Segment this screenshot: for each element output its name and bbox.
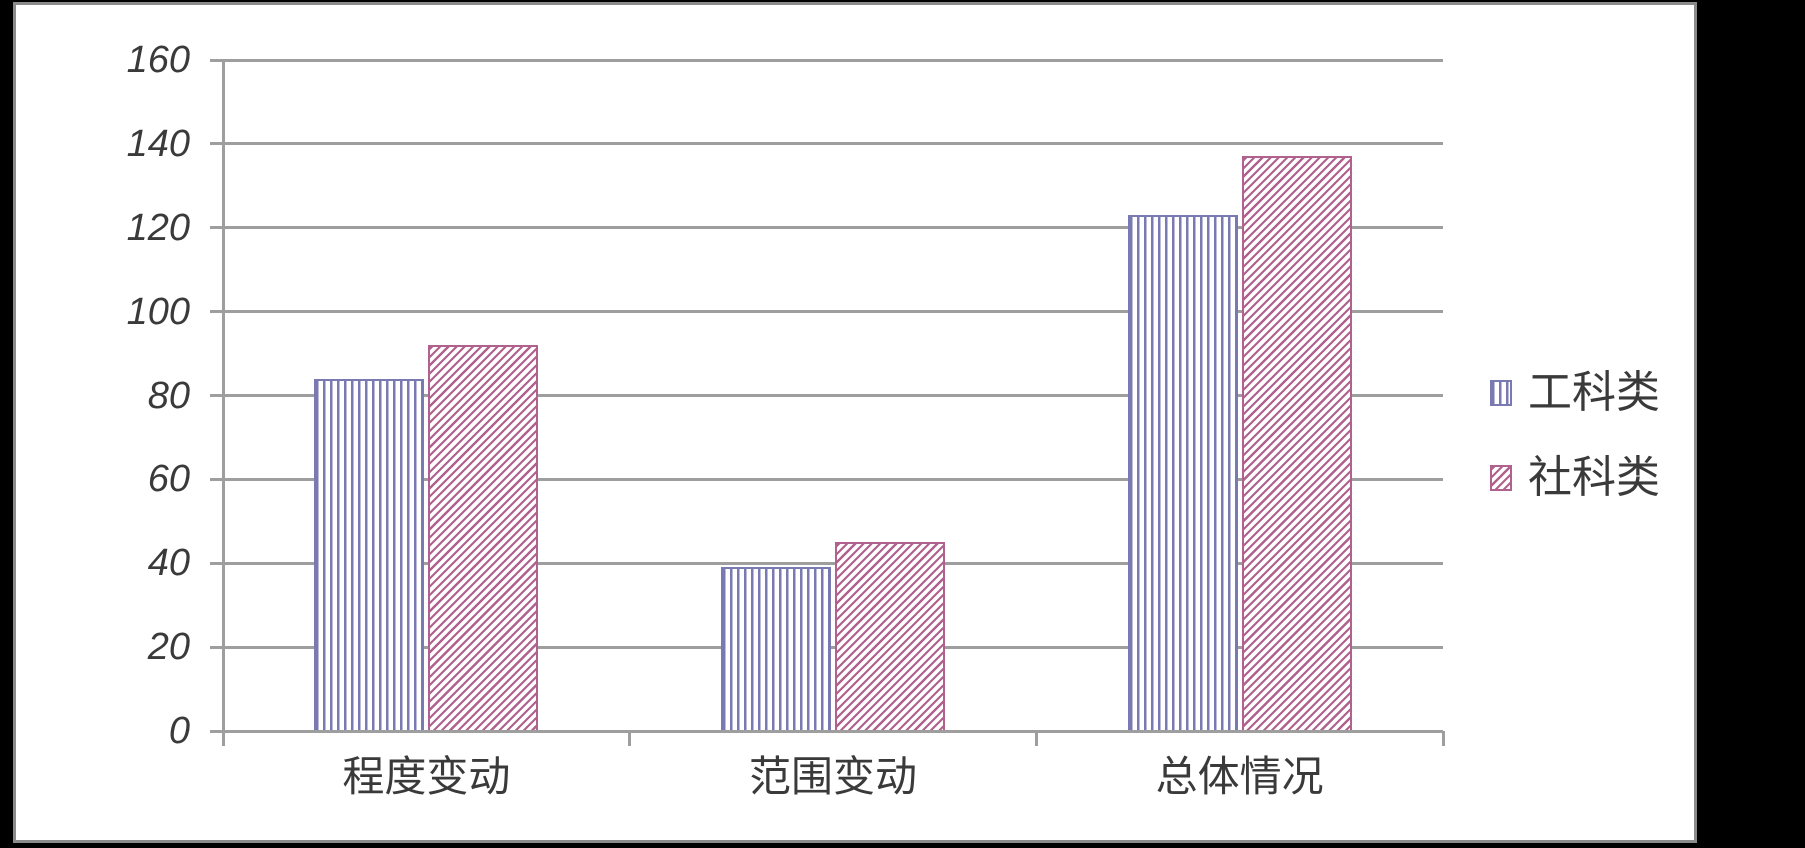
gridline-y-40 xyxy=(210,561,1443,565)
y-axis-tick-label: 100 xyxy=(126,290,190,333)
x-axis-category-label: 总体情况 xyxy=(1155,753,1324,800)
y-axis-tick-label: 140 xyxy=(126,122,190,165)
bar-社科类-总体情况 xyxy=(1241,156,1352,731)
y-axis-tick-label: 80 xyxy=(147,374,190,417)
y-axis-line xyxy=(221,60,225,746)
chart-legend: 工科类 社科类 xyxy=(1490,364,1660,534)
x-axis-tick xyxy=(1441,731,1445,746)
diagonal-stripes-swatch-icon xyxy=(1490,465,1512,491)
bar-工科类-范围变动 xyxy=(721,567,831,731)
y-axis-tick-label: 60 xyxy=(147,458,190,501)
bar-社科类-范围变动 xyxy=(835,542,945,731)
y-axis-tick-label: 20 xyxy=(147,626,190,669)
gridline-y-100 xyxy=(210,310,1443,314)
x-axis-category-label: 程度变动 xyxy=(342,753,511,800)
gridline-y-160 xyxy=(210,58,1443,62)
gridline-y-120 xyxy=(210,226,1443,230)
legend-entry-社科类: 社科类 xyxy=(1490,449,1660,507)
legend-label: 工科类 xyxy=(1528,368,1660,417)
legend-label: 社科类 xyxy=(1528,453,1660,502)
gridline-y-60 xyxy=(210,477,1443,481)
gridline-y-0 xyxy=(210,729,1443,733)
x-axis-category-label: 范围变动 xyxy=(748,753,917,800)
y-axis-tick-label: 0 xyxy=(168,710,190,752)
gridline-y-140 xyxy=(210,142,1443,146)
bar-社科类-程度变动 xyxy=(428,345,539,731)
gridline-y-80 xyxy=(210,394,1443,397)
bar-工科类-程度变动 xyxy=(314,378,425,731)
y-axis-tick-label: 40 xyxy=(147,542,190,585)
y-axis-tick-label: 160 xyxy=(126,39,190,81)
bar-工科类-总体情况 xyxy=(1127,215,1238,731)
legend-entry-工科类: 工科类 xyxy=(1490,364,1660,422)
y-axis-tick-label: 120 xyxy=(126,206,190,249)
x-axis-tick xyxy=(628,731,632,746)
x-axis-tick xyxy=(1034,731,1038,746)
vertical-stripes-swatch-icon xyxy=(1490,380,1512,406)
